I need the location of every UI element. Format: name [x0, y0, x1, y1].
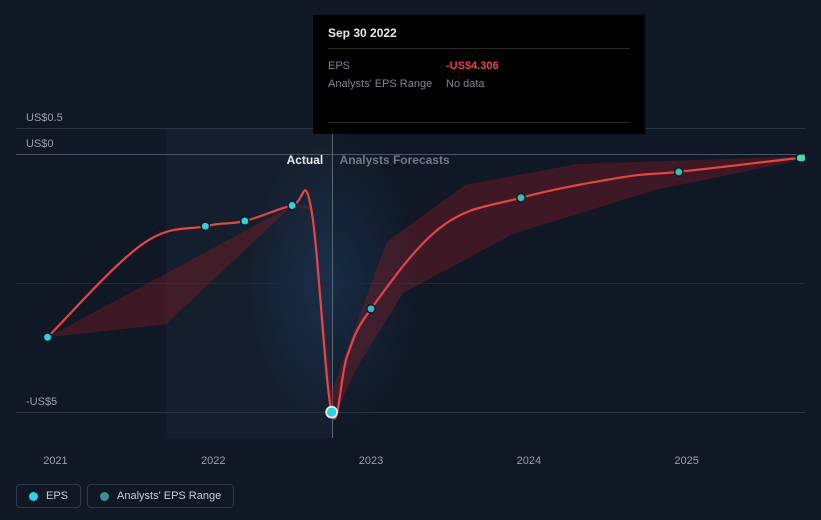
- tooltip-key: Analysts' EPS Range: [328, 75, 446, 93]
- data-point-marker[interactable]: [326, 407, 337, 418]
- legend-label: EPS: [46, 490, 68, 502]
- tooltip-value: No data: [446, 75, 485, 93]
- data-point-marker[interactable]: [675, 168, 683, 176]
- tooltip-row: EPS-US$4.306: [328, 57, 630, 75]
- chart-svg: [16, 128, 805, 438]
- tooltip-row: Analysts' EPS RangeNo data: [328, 75, 630, 93]
- data-point-marker[interactable]: [288, 201, 296, 209]
- legend-dot-icon: [29, 492, 38, 501]
- tooltip-date: Sep 30 2022: [328, 26, 630, 49]
- chart-legend: EPS Analysts' EPS Range: [16, 484, 234, 508]
- legend-dot-icon: [100, 492, 109, 501]
- y-axis-label: US$0.5: [26, 112, 63, 124]
- y-axis-label: US$0: [26, 138, 54, 150]
- data-point-marker[interactable]: [517, 194, 525, 202]
- x-axis-label: 2021: [43, 455, 67, 467]
- tooltip-value: -US$4.306: [446, 57, 499, 75]
- trend-arrow-icon: [802, 154, 805, 162]
- tooltip-key: EPS: [328, 57, 446, 75]
- data-point-marker[interactable]: [43, 333, 51, 341]
- x-axis-label: 2024: [517, 455, 541, 467]
- legend-item-range[interactable]: Analysts' EPS Range: [87, 484, 234, 508]
- x-axis-label: 2023: [359, 455, 383, 467]
- data-point-marker[interactable]: [201, 222, 209, 230]
- x-axis-label: 2025: [674, 455, 698, 467]
- chart-tooltip: Sep 30 2022 EPS-US$4.306Analysts' EPS Ra…: [313, 15, 645, 134]
- legend-label: Analysts' EPS Range: [117, 490, 221, 502]
- data-point-marker[interactable]: [241, 217, 249, 225]
- eps-chart[interactable]: Actual Analysts Forecasts US$0.5US$0-US$…: [16, 128, 805, 438]
- tooltip-divider: [328, 97, 630, 123]
- y-axis-label: -US$5: [26, 396, 57, 408]
- legend-item-eps[interactable]: EPS: [16, 484, 81, 508]
- analysts-range-area: [48, 156, 801, 422]
- x-axis-label: 2022: [201, 455, 225, 467]
- data-point-marker[interactable]: [367, 305, 375, 313]
